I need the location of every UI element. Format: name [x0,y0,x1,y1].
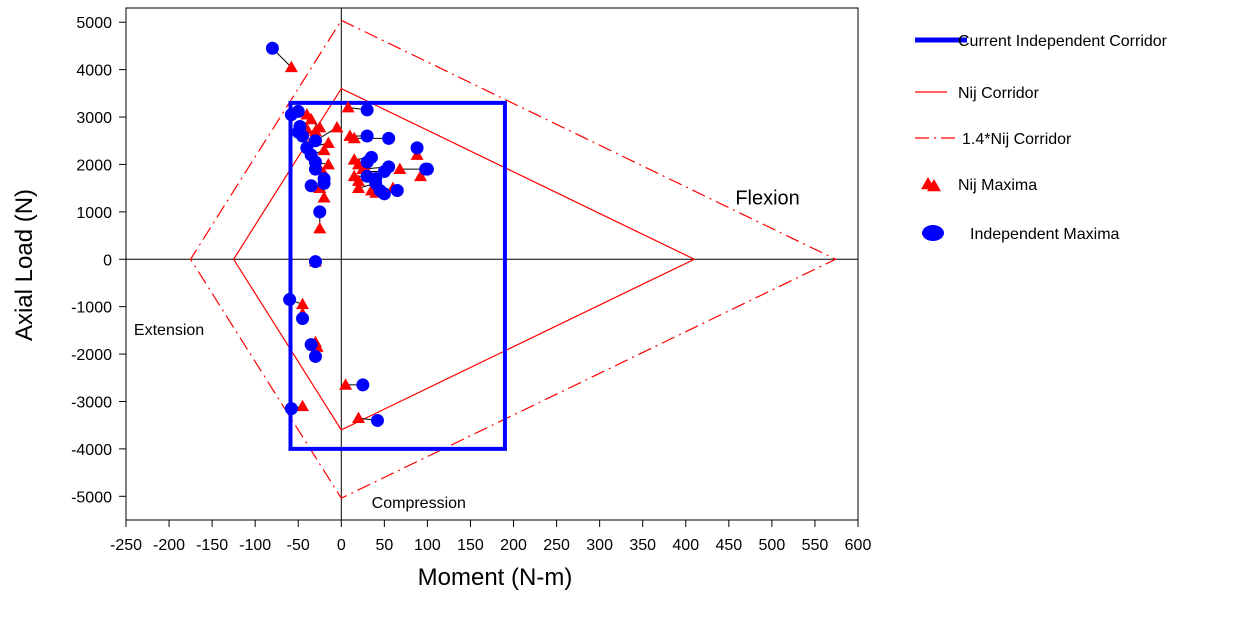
nij-maxima-point [339,378,353,390]
data-marks [189,19,837,499]
independent-maxima-point [308,134,322,148]
x-tick-label: 0 [337,537,346,554]
independent-maxima-point [308,255,322,269]
independent-maxima-point [360,129,374,143]
legend-label-indmax: Independent Maxima [970,226,1120,243]
nij-maxima-point [352,174,366,186]
independent-maxima-point [360,155,374,169]
nij-maxima-point [321,157,335,170]
independent-maxima-point [382,131,396,145]
y-tick-label: 0 [103,252,112,269]
nij-maxima-point [296,297,310,310]
nij-maxima-point [414,169,428,182]
plot-lines [125,7,859,521]
independent-maxima-point [265,41,279,55]
y-tick-label: 2000 [76,157,112,174]
independent-maxima-point [296,312,310,326]
nij-maxima-point [284,60,298,73]
independent-maxima-point [308,162,322,176]
legend-swatch-independent-maxima [922,225,944,241]
current-corridor-line [288,100,507,451]
independent-maxima-point [420,162,434,176]
x-tick-label: 350 [629,537,656,554]
y-tick-label: -5000 [71,489,112,506]
x-tick-label: 600 [845,537,872,554]
independent-maxima-point [317,176,331,190]
nij-maxima-point [347,131,361,144]
x-tick-label: 300 [586,537,613,554]
nij-maxima-point [296,399,310,412]
tick-labels: -250 -200 -150 -100 -50 0 50 100 150 200 250 300 350… [71,15,871,554]
independent-maxima-point [390,184,404,198]
x-tick-label: -250 [110,537,142,554]
y-tick-label: -2000 [71,347,112,364]
independent-maxima-point [356,378,370,392]
x-tick-label: 200 [500,537,527,554]
x-tick-label: 450 [715,537,742,554]
legend-label-current: Current Independent Corridor [958,33,1168,50]
legend-label-nij14: 1.4*Nij Corridor [962,131,1072,148]
nij-maxima-point [393,162,407,175]
nij-corridor-line [232,87,696,431]
independent-maxima-point [283,293,297,307]
nij-maxima-point [317,143,331,156]
flexion-label: Flexion [735,188,799,210]
nij-maxima-point [308,124,322,137]
y-tick-label: 4000 [76,63,112,80]
y-tick-label: -3000 [71,394,112,411]
independent-maxima-point [370,413,384,427]
independent-maxima-point [308,349,322,363]
x-tick-label: -150 [196,537,228,554]
x-tick-label: 150 [457,537,484,554]
y-tick-label: 5000 [76,15,112,32]
y-tick-label: -1000 [71,300,112,317]
y-tick-label: -4000 [71,442,112,459]
x-tick-label: 400 [672,537,699,554]
nij-maxima-point [317,191,331,203]
x-tick-label: 250 [543,537,570,554]
independent-maxima-point [313,205,327,219]
x-tick-label: -50 [287,537,310,554]
legend-swatch-nij-maxima [927,179,941,192]
nij-maxima-point [352,411,366,423]
independent-maxima-point [377,165,391,179]
independent-maxima-point [410,141,424,155]
nij-maxima-point [321,136,335,148]
x-axis-label: Moment (N-m) [418,564,573,591]
plot-frame [125,7,859,521]
compression-label: Compression [372,495,466,512]
y-axis-label: Axial Load (N) [11,189,38,341]
nij-maxima-point [352,181,366,194]
x-tick-label: 500 [759,537,786,554]
independent-maxima-point [377,187,391,201]
nij14-corridor-line [189,19,837,499]
nij-maxima-point [304,112,318,125]
independent-maxima-point [296,129,310,143]
nij-maxima-point [330,120,344,133]
independent-maxima-point [304,179,318,193]
annotations: Flexion Extension Compression [134,188,800,512]
nij-maxima-point [313,221,327,234]
independent-maxima-point [284,402,298,416]
legend-label-nijmax: Nij Maxima [958,177,1037,194]
y-tick-label: 3000 [76,110,112,127]
independent-maxima-point [304,338,318,352]
independent-maxima-point [291,104,305,118]
legend: Current Independent Corridor Nij Corridor… [915,33,1168,243]
nij-maxima-point [341,101,355,113]
x-tick-label: -100 [239,537,271,554]
y-tick-label: 1000 [76,205,112,222]
extension-label: Extension [134,322,204,339]
x-tick-label: 50 [375,537,393,554]
legend-label-nij: Nij Corridor [958,85,1040,102]
x-tick-label: -200 [153,537,185,554]
independent-maxima-point [360,103,374,117]
x-tick-label: 550 [802,537,829,554]
x-tick-label: 100 [414,537,441,554]
